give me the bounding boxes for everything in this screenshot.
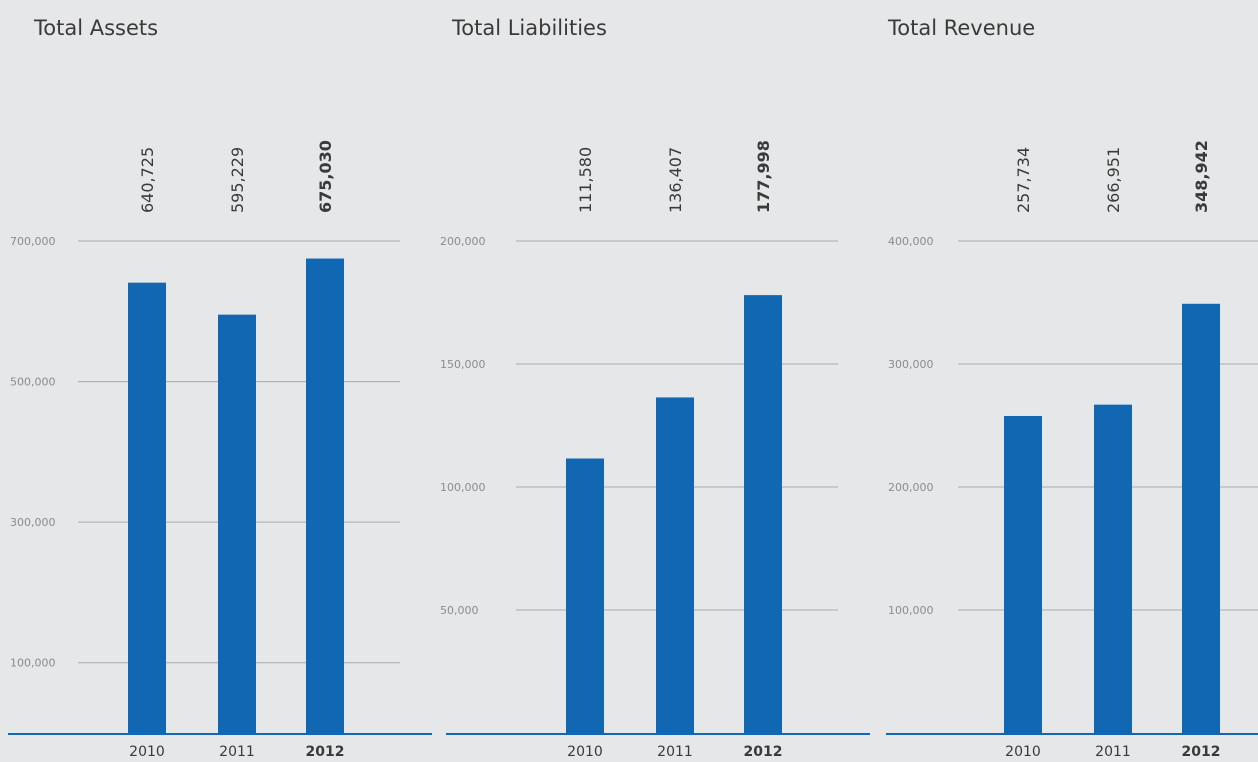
- assets-value-label-2010: 640,725: [138, 147, 157, 213]
- liabilities-x-tick-label-2011: 2011: [657, 744, 693, 760]
- liabilities-value-label-2010: 111,580: [576, 147, 595, 213]
- assets-y-tick-label: 100,000: [10, 657, 56, 670]
- assets-y-tick-label: 500,000: [10, 376, 56, 389]
- revenue-y-tick-label: 100,000: [888, 604, 934, 617]
- revenue-y-tick-label: 400,000: [888, 235, 934, 248]
- liabilities-x-tick-label-2010: 2010: [567, 744, 603, 760]
- assets-y-tick-label: 300,000: [10, 516, 56, 529]
- liabilities-bar-2012: [744, 295, 782, 733]
- liabilities-y-tick-label: 100,000: [440, 481, 486, 494]
- liabilities-value-label-2011: 136,407: [666, 147, 685, 213]
- liabilities-y-tick-label: 200,000: [440, 235, 486, 248]
- assets-x-tick-label-2011: 2011: [219, 744, 255, 760]
- total-revenue-title: Total Revenue: [888, 16, 1036, 40]
- revenue-x-tick-label-2011: 2011: [1095, 744, 1131, 760]
- revenue-x-tick-label-2012: 2012: [1182, 744, 1221, 760]
- liabilities-bar-2011: [656, 397, 694, 733]
- revenue-x-tick-label-2010: 2010: [1005, 744, 1041, 760]
- total-assets-title: Total Assets: [34, 16, 159, 40]
- assets-bar-2010: [128, 282, 166, 733]
- revenue-value-label-2011: 266,951: [1104, 147, 1123, 213]
- assets-bar-2012: [306, 258, 344, 733]
- revenue-bar-2010: [1004, 415, 1042, 733]
- liabilities-y-tick-label: 50,000: [440, 604, 479, 617]
- liabilities-y-tick-label: 150,000: [440, 358, 486, 371]
- liabilities-value-label-2012: 177,998: [754, 140, 773, 213]
- assets-x-tick-label-2012: 2012: [306, 744, 345, 760]
- assets-value-label-2012: 675,030: [316, 140, 335, 213]
- assets-value-label-2011: 595,229: [228, 147, 247, 213]
- revenue-value-label-2012: 348,942: [1192, 140, 1211, 213]
- liabilities-x-tick-label-2012: 2012: [744, 744, 783, 760]
- liabilities-bar-2010: [566, 458, 604, 733]
- revenue-value-label-2010: 257,734: [1014, 147, 1033, 213]
- assets-x-tick-label-2010: 2010: [129, 744, 165, 760]
- assets-bar-2011: [218, 314, 256, 733]
- revenue-bar-2011: [1094, 404, 1132, 733]
- revenue-y-tick-label: 300,000: [888, 358, 934, 371]
- assets-y-tick-label: 700,000: [10, 235, 56, 248]
- revenue-y-tick-label: 200,000: [888, 481, 934, 494]
- revenue-bar-2012: [1182, 303, 1220, 733]
- total-liabilities-title: Total Liabilities: [452, 16, 607, 40]
